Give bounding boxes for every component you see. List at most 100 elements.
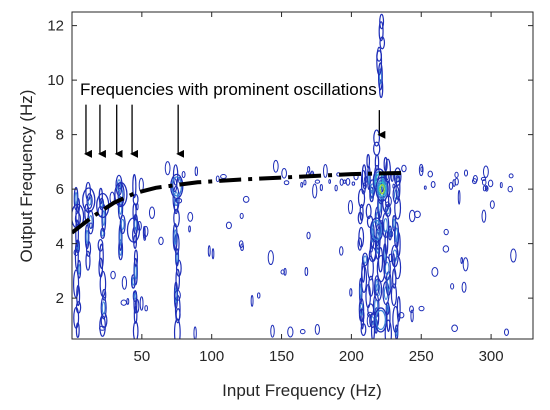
contour-speck [238,240,244,249]
contour-speck [482,165,489,178]
contour-loop [99,197,105,211]
contour-speck [314,179,321,184]
contour-speck [211,248,215,260]
contour-speck [267,250,274,266]
contour-loop [101,301,106,315]
contour-speck [287,326,294,338]
trend-line [72,170,408,235]
contour-speck [451,324,458,333]
contour-loop [377,62,383,91]
contour-speck [427,170,433,178]
contour-loop [86,193,93,210]
contour-loop [102,288,107,301]
contour-loop [132,202,137,221]
contour-speck [270,324,275,338]
contour-loop [393,167,402,186]
contour-loop [376,46,383,76]
x-tick-label: 100 [199,348,224,365]
x-axis: 50 100 150 200 250 300 [134,12,504,365]
contour-speck [89,222,93,229]
contour-loop [384,204,392,218]
contour-loop [97,238,104,252]
contour-loop [390,283,398,307]
contour-speck [401,164,407,173]
contour-loop [393,221,400,249]
contour-speck [323,163,328,178]
contour-speck [499,182,503,189]
contour-hotspot [114,181,128,208]
contour-hotspot [375,176,389,202]
contour-loop [378,68,382,85]
x-tick-label: 250 [409,348,434,365]
contour-speck [413,210,421,219]
contour-loop [359,203,364,222]
contour-speck [143,225,149,237]
contour-loop [172,223,178,251]
contour-loop [392,215,397,232]
contour-loop [383,218,388,233]
contour-loop [394,227,399,243]
contour-speck [283,180,290,186]
contour-loop [386,276,391,291]
contour-loop [175,252,179,263]
contour-speck [339,178,344,186]
contour-speck [392,183,396,189]
contour-loop [363,255,367,264]
contour-speck [74,212,82,226]
contour-speck [461,281,467,293]
plot-frame [71,11,534,340]
y-tick-label: 10 [47,72,64,89]
contour-speck [423,185,427,190]
contour-speck [134,298,140,313]
contour-speck [482,185,487,192]
contour-speck [452,179,456,187]
contour-speck [158,236,164,246]
contour-loop [383,156,388,172]
contour-loop [117,196,124,220]
contour-loop [396,295,401,323]
contour-hotspot [374,307,388,333]
contour-loop [134,263,138,280]
contour-loop [376,50,382,62]
contour-speck [314,323,320,335]
contour-speck [188,225,191,233]
contour-loop [373,141,381,156]
contour-loop [77,263,81,275]
contour-speck [410,309,414,323]
contour-speck [306,231,311,240]
contour-speck [300,182,304,188]
contour-loop [73,269,80,299]
contour-loop [383,256,391,281]
contour-loop [133,257,138,286]
contour-hotspot [369,217,384,243]
contour-speck [110,270,116,280]
contour-loop [395,176,401,200]
contour-loop [130,274,136,289]
contour-loop [361,164,367,187]
contour-speck [187,211,194,222]
y-tick-label: 8 [56,127,64,144]
contour-speck [442,245,450,253]
contour-hotspot [375,309,387,331]
contour-speck [366,314,372,328]
contour-loop [132,320,139,339]
contour-loop [99,243,104,269]
contour-loop [374,275,380,296]
contour-speck [409,305,414,314]
contour-loop [173,318,181,339]
contour-loop [173,208,180,228]
contour-hotspot [126,217,141,243]
contour-speck [489,200,495,209]
contour-speck [448,181,454,190]
contour-speck [242,195,250,203]
contour-speck [304,266,309,277]
annotation-text: Frequencies with prominent oscillations [80,80,377,99]
contour-speck [362,182,367,190]
contour-speck [481,209,487,223]
contour-speck [250,294,254,307]
contour-loop [367,170,371,185]
contour-layer [72,13,517,339]
contour-loop [368,275,374,297]
contour-speck [215,175,220,183]
